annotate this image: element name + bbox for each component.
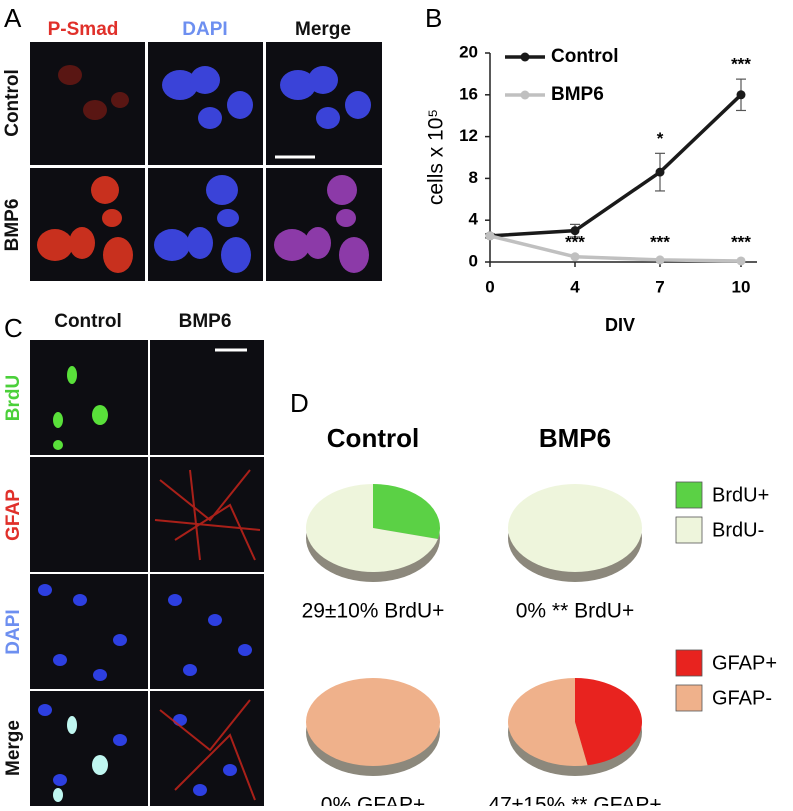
significance-label: *** <box>565 232 585 251</box>
point <box>570 252 580 262</box>
point <box>736 256 746 266</box>
legend-swatch <box>675 481 703 509</box>
legend-label: GFAP- <box>712 687 772 709</box>
panel-label: B <box>425 3 442 33</box>
row-title: DAPI <box>3 609 24 654</box>
pie-slice <box>306 678 440 766</box>
pie-slice <box>508 484 642 572</box>
micrographs-a <box>30 42 382 281</box>
row-title: Control <box>2 69 23 137</box>
pie-caption: 0% GFAP+ <box>321 794 425 806</box>
row-title: GFAP <box>3 489 24 541</box>
significance-label: *** <box>731 55 751 74</box>
y-tick-label: 8 <box>469 168 478 187</box>
pie-slice <box>575 678 642 766</box>
x-tick-label: 0 <box>485 277 494 296</box>
legend-marker <box>520 90 530 100</box>
point <box>570 226 580 236</box>
x-tick-label: 7 <box>655 277 664 296</box>
row-title: BMP6 <box>2 199 23 252</box>
row-title: BrdU <box>3 375 24 421</box>
significance-label: *** <box>650 232 670 251</box>
column-title: P-Smad <box>48 19 119 40</box>
pie-slice <box>508 678 588 766</box>
pie-caption: 29±10% BrdU+ <box>302 600 445 623</box>
x-tick-label: 4 <box>570 277 580 296</box>
point <box>485 231 495 241</box>
point <box>655 167 665 177</box>
column-title: Control <box>54 311 122 332</box>
pie-title: BMP6 <box>539 423 611 453</box>
legend-label: Control <box>551 46 619 67</box>
panel-label: A <box>4 3 22 33</box>
legend-marker <box>520 52 530 62</box>
series-line <box>489 234 742 263</box>
legend-swatch <box>675 516 703 544</box>
legend-swatch <box>675 684 703 712</box>
y-tick-label: 20 <box>459 42 478 61</box>
panel-label: C <box>4 313 23 343</box>
point <box>655 255 665 265</box>
pie-caption: 0% ** BrdU+ <box>516 600 634 623</box>
panel-label: D <box>290 388 309 418</box>
series-line <box>489 93 743 238</box>
column-title: Merge <box>295 19 351 40</box>
micrographs-c <box>30 340 264 806</box>
y-axis-title: cells x 10⁵ <box>425 109 448 205</box>
column-title: BMP6 <box>179 311 232 332</box>
legend-label: BMP6 <box>551 84 604 105</box>
legend-swatch <box>675 649 703 677</box>
column-title: DAPI <box>182 19 227 40</box>
point <box>736 90 746 100</box>
y-tick-label: 4 <box>469 210 479 229</box>
y-tick-label: 12 <box>459 126 478 145</box>
row-title: Merge <box>3 720 24 776</box>
pie-slice <box>373 484 440 539</box>
y-tick-label: 0 <box>469 251 478 270</box>
pie-caption: 47±15% ** GFAP+ <box>488 794 661 806</box>
pie-title: Control <box>327 423 419 453</box>
significance-label: *** <box>731 232 751 251</box>
pie-slice <box>306 484 438 572</box>
legend-label: BrdU+ <box>712 484 769 506</box>
legend-label: GFAP+ <box>712 652 777 674</box>
significance-label: * <box>657 129 664 148</box>
legend-label: BrdU- <box>712 519 764 541</box>
x-axis-title: DIV <box>605 315 635 335</box>
y-tick-label: 16 <box>459 84 478 103</box>
x-tick-label: 10 <box>732 277 751 296</box>
